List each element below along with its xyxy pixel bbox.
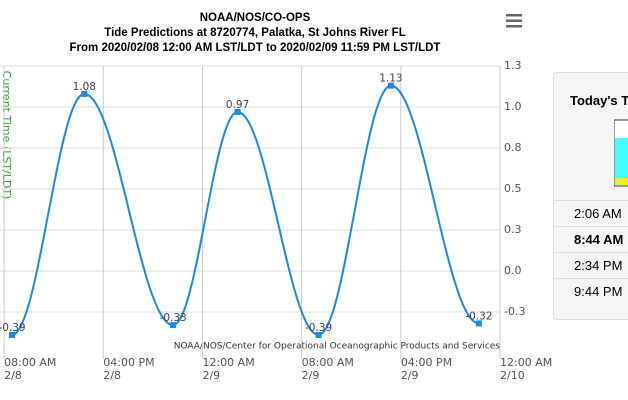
- tide-line: [11, 84, 480, 337]
- x-tick-label: 04:00 PM: [103, 356, 154, 369]
- x-tick-label: 08:00 AM: [302, 356, 354, 369]
- y-tick-label: 0.0: [504, 264, 522, 277]
- tide-time: 2:06 AM: [554, 200, 628, 226]
- icon-ground: [615, 178, 628, 185]
- tide-time: 9:44 PM: [554, 278, 628, 304]
- data-label: 0.97: [226, 99, 249, 111]
- marker: [315, 331, 322, 338]
- marker: [387, 82, 394, 89]
- data-label: -0.33: [160, 312, 187, 324]
- current-time-label: Current Time (LST/LDT): [0, 71, 13, 200]
- x-tick-label: 08:00 AM: [4, 356, 56, 369]
- tide-time: 8:44 AM: [554, 226, 628, 252]
- x-tick-label: 12:00 AM: [500, 356, 552, 369]
- menu-button[interactable]: [506, 14, 522, 28]
- tide-icon: [614, 119, 628, 187]
- x-tick-label: 2/9: [202, 369, 220, 382]
- y-tick-label: 1.3: [504, 59, 522, 72]
- x-tick-label: 2/9: [401, 369, 419, 382]
- data-label: -0.32: [465, 310, 492, 322]
- marker: [81, 90, 88, 97]
- menu-bar: [506, 25, 522, 28]
- side-panel: Today's Tides 2:06 AM8:44 AM2:34 PM9:44 …: [553, 72, 628, 320]
- x-tick-label: 2/9: [302, 369, 320, 382]
- plot: 1.31.00.80.50.30.0-0.308:00 AM2/804:00 P…: [0, 59, 552, 382]
- y-tick-label: 1.0: [504, 100, 522, 113]
- chart-subtitle: Tide Predictions at 8720774, Palatka, St…: [104, 27, 405, 39]
- x-tick-label: 2/8: [103, 369, 121, 382]
- menu-bar: [506, 19, 522, 22]
- data-label: 1.13: [379, 73, 402, 85]
- menu-bar: [506, 14, 522, 17]
- marker: [234, 108, 241, 115]
- y-tick-label: 0.5: [504, 182, 522, 195]
- marker: [8, 331, 15, 338]
- credits: NOAA/NOS/Center for Operational Oceanogr…: [174, 342, 501, 352]
- data-label: -0.39: [0, 322, 26, 334]
- panel-title: Today's Tides: [570, 93, 628, 108]
- tide-time: 2:34 PM: [554, 252, 628, 278]
- y-tick-label: -0.3: [504, 305, 525, 318]
- chart-title: NOAA/NOS/CO-OPS: [200, 12, 311, 24]
- icon-water: [615, 138, 628, 178]
- x-tick-label: 2/10: [500, 369, 525, 382]
- y-tick-label: 0.8: [504, 141, 522, 154]
- x-tick-label: 12:00 AM: [202, 356, 254, 369]
- y-tick-label: 0.3: [504, 223, 522, 236]
- x-tick-label: 04:00 PM: [401, 356, 452, 369]
- marker: [475, 320, 482, 327]
- data-label: 1.08: [73, 81, 96, 93]
- x-tick-label: 2/8: [4, 369, 22, 382]
- data-label: -0.39: [305, 322, 332, 334]
- marker: [170, 322, 177, 329]
- chart-subtitle: From 2020/02/08 12:00 AM LST/LDT to 2020…: [70, 42, 441, 54]
